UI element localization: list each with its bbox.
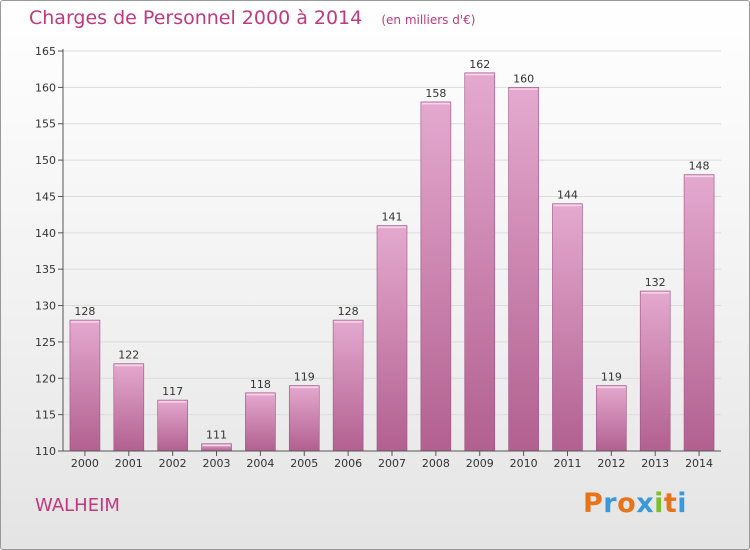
value-label-2001: 122 — [118, 349, 139, 362]
bar-2007 — [376, 225, 408, 452]
bar-2011 — [552, 203, 583, 452]
y-tick-label-115: 115 — [35, 409, 56, 422]
x-tick-label-2006: 2006 — [334, 457, 362, 470]
bar-2005 — [288, 385, 320, 452]
y-tick-label-120: 120 — [35, 372, 56, 385]
bar-2004 — [245, 392, 276, 452]
bar-highlight-2010 — [509, 88, 538, 90]
value-label-2013: 132 — [645, 276, 666, 289]
bar-highlight-2005 — [290, 386, 319, 389]
x-tick-label-2003: 2003 — [203, 457, 231, 470]
value-label-2003: 111 — [206, 429, 227, 442]
value-label-2004: 118 — [250, 378, 271, 391]
bar-highlight-2004 — [246, 393, 275, 396]
x-tick-label-2012: 2012 — [597, 457, 625, 470]
title-row: Charges de Personnel 2000 à 2014 (en mil… — [29, 7, 475, 29]
x-tick-label-2001: 2001 — [115, 457, 143, 470]
bar-2006 — [332, 319, 364, 452]
bar-2001 — [113, 363, 145, 452]
y-tick-label-135: 135 — [35, 263, 56, 276]
value-label-2009: 162 — [469, 58, 490, 71]
value-label-2006: 128 — [338, 305, 359, 318]
bar-highlight-2000 — [70, 321, 99, 323]
chart-subtitle: (en milliers d'€) — [381, 13, 476, 27]
y-tick-label-145: 145 — [35, 190, 56, 203]
bar-2008 — [420, 101, 452, 452]
bar-highlight-2008 — [421, 102, 450, 105]
bar-2013 — [639, 290, 671, 452]
x-tick-label-2014: 2014 — [685, 457, 713, 470]
x-tick-label-2009: 2009 — [466, 457, 494, 470]
bar-highlight-2003 — [202, 444, 231, 447]
value-label-2008: 158 — [425, 87, 446, 100]
bar-2012 — [596, 385, 627, 452]
value-label-2005: 119 — [294, 371, 315, 384]
bar-2009 — [464, 72, 496, 452]
x-tick-label-2013: 2013 — [641, 457, 669, 470]
value-label-2012: 119 — [601, 371, 622, 384]
x-tick-label-2011: 2011 — [553, 457, 581, 470]
x-tick-label-2000: 2000 — [71, 457, 99, 470]
y-tick-label-110: 110 — [35, 445, 56, 458]
value-label-2002: 117 — [162, 385, 183, 398]
x-tick-label-2008: 2008 — [422, 457, 450, 470]
value-label-2014: 148 — [689, 160, 710, 173]
x-tick-label-2004: 2004 — [246, 457, 274, 470]
value-label-2010: 160 — [513, 72, 534, 85]
bar-highlight-2012 — [597, 386, 626, 389]
value-label-2000: 128 — [74, 305, 95, 318]
x-tick-label-2002: 2002 — [159, 457, 187, 470]
y-tick-label-125: 125 — [35, 336, 56, 349]
value-label-2011: 144 — [557, 189, 578, 202]
y-tick-label-140: 140 — [35, 227, 56, 240]
bar-highlight-2011 — [553, 204, 582, 207]
bar-2014 — [683, 174, 715, 452]
y-tick-label-150: 150 — [35, 154, 56, 167]
x-tick-label-2010: 2010 — [510, 457, 538, 470]
bar-highlight-2002 — [158, 401, 187, 403]
x-tick-label-2005: 2005 — [290, 457, 318, 470]
bar-2002 — [157, 399, 188, 452]
value-label-2007: 141 — [382, 211, 403, 224]
y-tick-label-160: 160 — [35, 81, 56, 94]
bar-2010 — [508, 87, 539, 452]
bar-highlight-2007 — [378, 226, 406, 229]
bar-highlight-2014 — [685, 175, 714, 178]
y-tick-label-155: 155 — [35, 118, 56, 131]
proxiti-logo: Proxiti — [583, 488, 688, 519]
y-tick-label-130: 130 — [35, 300, 56, 313]
x-tick-label-2007: 2007 — [378, 457, 406, 470]
chart-title: Charges de Personnel 2000 à 2014 — [29, 7, 363, 29]
y-tick-label-165: 165 — [35, 45, 56, 58]
bar-highlight-2013 — [641, 292, 670, 294]
bar-highlight-2009 — [465, 73, 494, 76]
bar-highlight-2001 — [114, 364, 143, 367]
bar-2000 — [69, 319, 101, 452]
bar-highlight-2006 — [334, 321, 363, 323]
commune-name: WALHEIM — [35, 495, 120, 516]
